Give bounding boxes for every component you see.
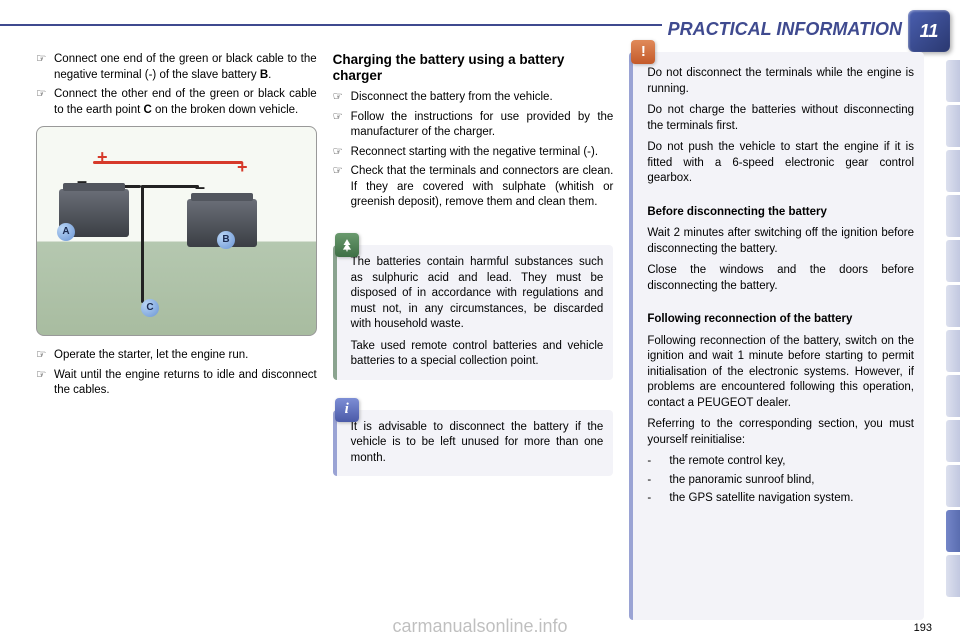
instruction-item: ☞ Wait until the engine returns to idle … bbox=[36, 368, 317, 399]
column-left: ☞ Connect one end of the green or black … bbox=[36, 52, 317, 620]
pointer-icon: ☞ bbox=[36, 87, 54, 118]
warning-icon: ! bbox=[631, 40, 655, 64]
info-callout: i It is advisable to disconnect the batt… bbox=[333, 410, 614, 477]
list-item: -the panoramic sunroof blind, bbox=[647, 473, 914, 489]
plus-icon: + bbox=[237, 155, 248, 179]
instruction-item: ☞Check that the terminals and connectors… bbox=[333, 164, 614, 211]
sub-heading: Before disconnecting the battery bbox=[647, 205, 914, 221]
side-tab-index bbox=[946, 60, 960, 600]
label-a: A bbox=[57, 223, 75, 241]
plus-icon: + bbox=[97, 145, 108, 169]
pointer-icon: ☞ bbox=[333, 145, 351, 161]
column-right: ! Do not disconnect the terminals while … bbox=[629, 52, 924, 620]
pointer-icon: ☞ bbox=[36, 52, 54, 83]
tree-icon bbox=[335, 233, 359, 257]
eco-callout: The batteries contain harmful substances… bbox=[333, 245, 614, 380]
label-c: C bbox=[141, 299, 159, 317]
pointer-icon: ☞ bbox=[36, 368, 54, 399]
list-item: -the remote control key, bbox=[647, 454, 914, 470]
pointer-icon: ☞ bbox=[36, 348, 54, 364]
page-title: PRACTICAL INFORMATION bbox=[662, 19, 908, 40]
page-number: 193 bbox=[914, 622, 932, 634]
pointer-icon: ☞ bbox=[333, 164, 351, 211]
watermark: carmanualsonline.info bbox=[392, 616, 567, 637]
column-middle: Charging the battery using a battery cha… bbox=[333, 52, 614, 620]
list-item: -the GPS satellite navigation system. bbox=[647, 491, 914, 507]
chapter-badge: 11 bbox=[908, 10, 950, 52]
info-icon: i bbox=[335, 398, 359, 422]
section-heading: Charging the battery using a battery cha… bbox=[333, 52, 614, 84]
sub-heading: Following reconnection of the battery bbox=[647, 312, 914, 328]
warning-callout: ! Do not disconnect the terminals while … bbox=[629, 52, 924, 620]
instruction-item: ☞ Operate the starter, let the engine ru… bbox=[36, 348, 317, 364]
battery-diagram: + + – – A B C bbox=[36, 126, 317, 336]
pointer-icon: ☞ bbox=[333, 90, 351, 106]
instruction-item: ☞Follow the instructions for use provide… bbox=[333, 110, 614, 141]
instruction-item: ☞Reconnect starting with the negative te… bbox=[333, 145, 614, 161]
instruction-item: ☞ Connect one end of the green or black … bbox=[36, 52, 317, 83]
pointer-icon: ☞ bbox=[333, 110, 351, 141]
instruction-item: ☞ Connect the other end of the green or … bbox=[36, 87, 317, 118]
label-b: B bbox=[217, 231, 235, 249]
instruction-item: ☞Disconnect the battery from the vehicle… bbox=[333, 90, 614, 106]
